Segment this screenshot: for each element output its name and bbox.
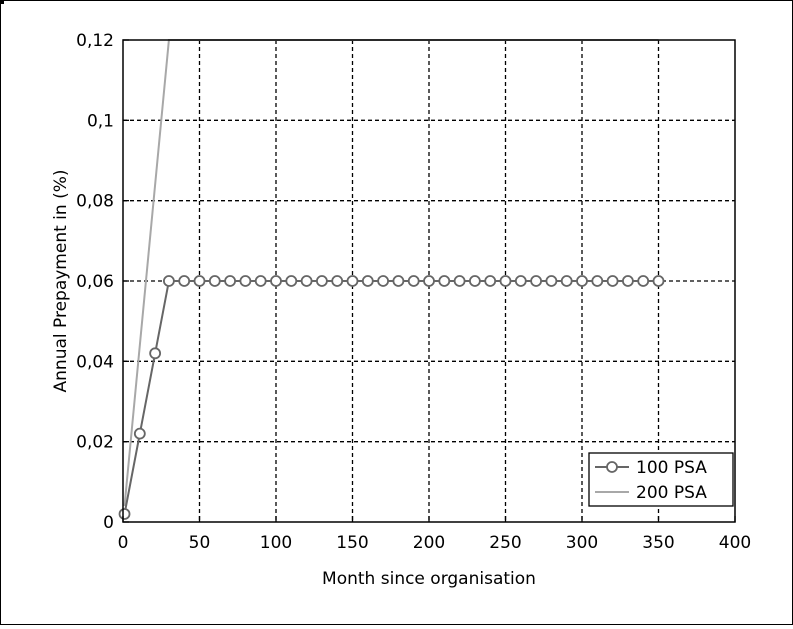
series-point-100-psa <box>637 275 650 287</box>
legend: 100 PSA 200 PSA <box>588 452 734 507</box>
series-point-100-psa <box>315 275 328 287</box>
x-tick-label: 200 <box>413 533 445 553</box>
series-point-100-psa <box>484 275 497 287</box>
y-tick-label: 0,06 <box>76 272 114 292</box>
series-point-100-psa <box>239 275 252 287</box>
series-point-100-psa <box>285 275 298 287</box>
series-point-100-psa <box>361 275 374 287</box>
legend-box <box>588 452 734 507</box>
x-tick-label: 100 <box>260 533 292 553</box>
x-tick-label: 250 <box>489 533 521 553</box>
series-point-100-psa <box>622 275 634 287</box>
series-point-100-psa <box>254 275 267 287</box>
y-tick-label: 0,12 <box>76 31 114 51</box>
series-point-100-psa <box>392 275 405 287</box>
legend-marker-100-psa <box>606 461 618 473</box>
series-point-100-psa <box>162 275 175 287</box>
series-point-100-psa <box>606 275 619 287</box>
x-tick-label: 400 <box>719 533 751 553</box>
figure-corner-mark <box>0 0 4 4</box>
series-point-100-psa <box>270 275 282 287</box>
series-point-100-psa <box>331 275 344 287</box>
series-point-100-psa <box>407 275 420 287</box>
series-point-100-psa <box>591 275 604 287</box>
series-point-100-psa <box>652 275 665 287</box>
series-point-100-psa <box>208 275 221 287</box>
series-point-100-psa <box>499 275 512 287</box>
series-point-100-psa <box>545 275 558 287</box>
series-point-100-psa <box>530 275 542 287</box>
x-tick-label: 150 <box>336 533 368 553</box>
x-tick-label: 0 <box>118 533 129 553</box>
x-tick-label: 300 <box>566 533 598 553</box>
series-point-100-psa <box>224 275 237 287</box>
series-point-100-psa <box>118 508 131 520</box>
axis-ticks: 0 50 100 150 200 250 300 350 400 0 0,02 0,04 0,06 0,0… <box>76 31 751 553</box>
y-axis-label: Annual Prepayment in (%) <box>51 170 71 393</box>
series-point-100-psa <box>133 427 146 440</box>
series-point-100-psa <box>560 275 573 287</box>
y-tick-label: 0,02 <box>76 433 114 453</box>
y-tick-label: 0,04 <box>76 352 114 372</box>
series-point-100-psa <box>468 275 481 287</box>
series-point-100-psa <box>438 275 451 287</box>
y-tick-label: 0 <box>103 513 114 533</box>
series-point-100-psa <box>423 275 435 287</box>
series-point-100-psa <box>514 275 527 287</box>
series-point-100-psa <box>576 275 588 287</box>
legend-label-100-psa: 100 PSA <box>636 458 707 478</box>
series-point-100-psa <box>178 275 191 287</box>
x-axis-label: Month since organisation <box>322 569 536 589</box>
series-point-100-psa <box>193 275 206 287</box>
y-tick-label: 0,1 <box>87 111 114 131</box>
series-point-100-psa <box>377 275 390 287</box>
x-tick-label: 350 <box>642 533 674 553</box>
x-tick-label: 50 <box>189 533 211 553</box>
series-point-100-psa <box>300 275 313 287</box>
series-point-100-psa <box>346 275 359 287</box>
series-point-100-psa <box>149 347 162 360</box>
y-tick-label: 0,08 <box>76 192 114 212</box>
legend-label-200-psa: 200 PSA <box>636 483 707 503</box>
series-point-100-psa <box>453 275 466 287</box>
